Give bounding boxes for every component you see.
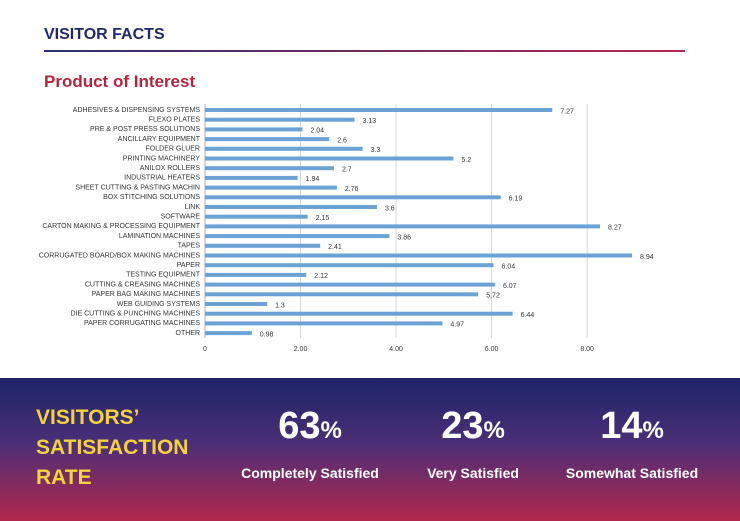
bar	[205, 331, 252, 336]
category-label: DIE CUTTING & PUNCHING MACHINES	[70, 311, 200, 318]
bar	[205, 282, 495, 287]
value-label: 3.6	[385, 205, 395, 212]
stat-number: 14	[600, 405, 643, 447]
stat-unit: %	[483, 417, 505, 444]
value-label: 0.98	[260, 331, 274, 338]
bar	[205, 224, 601, 229]
bar	[205, 214, 308, 219]
satisfaction-title: RATE	[36, 466, 92, 489]
bar	[205, 234, 390, 239]
bar	[205, 137, 330, 142]
bar	[205, 166, 334, 171]
page-title: VISITOR FACTS	[44, 26, 165, 43]
category-label: LAMINATION MACHINES	[119, 233, 200, 240]
bar	[205, 156, 454, 161]
category-label: TAPES	[178, 243, 201, 250]
value-label: 2.04	[310, 128, 324, 135]
stat-label: Very Satisfied	[427, 465, 519, 481]
satisfaction-title: VISITORS’	[36, 406, 140, 429]
value-label: 6.19	[509, 196, 523, 203]
bar	[205, 185, 337, 190]
value-label: 8.27	[608, 225, 622, 232]
value-label: 4.97	[450, 322, 464, 329]
chart: 0 2.00 4.00 6.00 8.00 ADHESIVES & DISPENSING …	[39, 104, 654, 353]
x-tick-label: 8.00	[580, 346, 594, 353]
value-label: 2.12	[314, 273, 328, 280]
category-label: CARTON MAKING & PROCESSING EQUIPMENT	[42, 223, 200, 230]
category-label: FOLDER GLUER	[146, 146, 200, 153]
value-label: 6.07	[503, 283, 517, 290]
bar	[205, 175, 298, 180]
value-label: 2.7	[342, 167, 352, 174]
stat-label: Somewhat Satisfied	[565, 465, 699, 481]
bar	[205, 195, 501, 200]
category-label: FLEXO PLATES	[149, 117, 201, 124]
value-label: 8.94	[640, 254, 654, 261]
value-label: 5.72	[486, 293, 500, 300]
value-label: 3.3	[371, 147, 381, 154]
category-label: PAPER	[177, 262, 200, 269]
satisfaction-title: SATISFACTION	[36, 436, 189, 459]
bar	[205, 127, 303, 132]
category-label: OTHER	[176, 330, 201, 337]
bar	[205, 117, 355, 122]
bar	[205, 272, 307, 277]
stat-value: 23%	[383, 405, 563, 448]
stat-label: Completely Satisfied	[241, 465, 379, 481]
category-label: PRINTING MACHINERY	[123, 155, 201, 162]
category-label: LINK	[184, 204, 200, 211]
category-label: WEB GUIDING SYSTEMS	[117, 301, 201, 308]
bar	[205, 311, 513, 316]
category-label: PRE & POST PRESS SOLUTIONS	[90, 126, 200, 133]
value-label: 1.3	[275, 302, 285, 309]
category-label: BOX STITCHING SOLUTIONS	[103, 194, 200, 201]
x-tick-label: 6.00	[485, 346, 499, 353]
category-label: ADHESIVES & DISPENSING SYSTEMS	[73, 107, 201, 114]
bar	[205, 253, 633, 258]
bar	[205, 302, 268, 306]
chart-title: Product of Interest	[44, 72, 196, 91]
value-label: 2.41	[328, 244, 342, 251]
value-label: 6.04	[502, 264, 516, 271]
value-label: 2.6	[337, 137, 347, 144]
header-rule	[44, 50, 685, 52]
category-label: PAPER BAG MAKING MACHINES	[92, 291, 201, 298]
value-label: 1.94	[306, 176, 320, 183]
value-label: 2.15	[316, 215, 330, 222]
x-tick-label: 0	[203, 346, 207, 353]
value-label: 3.86	[397, 234, 411, 241]
category-label: INDUSTRIAL HEATERS	[124, 175, 200, 182]
stat-number: 23	[441, 405, 484, 447]
category-label: PAPER CORRUGATING MACHINES	[84, 320, 200, 327]
value-label: 6.44	[521, 312, 535, 319]
bar	[205, 321, 443, 326]
bar	[205, 108, 553, 112]
value-label: 2.76	[345, 186, 359, 193]
category-label: SOFTWARE	[161, 214, 201, 221]
value-label: 3.13	[363, 118, 377, 125]
bar	[205, 243, 321, 248]
value-label: 7.27	[560, 108, 574, 115]
category-label: SHEET CUTTING & PASTING MACHIN	[75, 184, 200, 191]
stat-unit: %	[642, 417, 664, 444]
x-tick-label: 4.00	[389, 346, 403, 353]
stat-value: 63%	[220, 405, 400, 448]
value-label: 5.2	[461, 157, 471, 164]
bar	[205, 292, 479, 297]
bar	[205, 205, 377, 209]
bar	[205, 263, 494, 268]
category-label: ANCILLARY EQUIPMENT	[118, 136, 201, 143]
bar	[205, 146, 363, 151]
stat-value: 14%	[542, 405, 722, 448]
category-label: TESTING EQUIPMENT	[126, 272, 201, 279]
category-label: CORRUGATED BOARD/BOX MAKING MACHINES	[39, 252, 201, 259]
x-tick-label: 2.00	[294, 346, 308, 353]
category-label: CUTTING & CREASING MACHINES	[85, 281, 200, 288]
category-label: ANILOX ROLLERS	[140, 165, 201, 172]
stat-unit: %	[320, 417, 342, 444]
satisfaction-panel	[0, 378, 740, 521]
stat-number: 63	[278, 405, 321, 447]
